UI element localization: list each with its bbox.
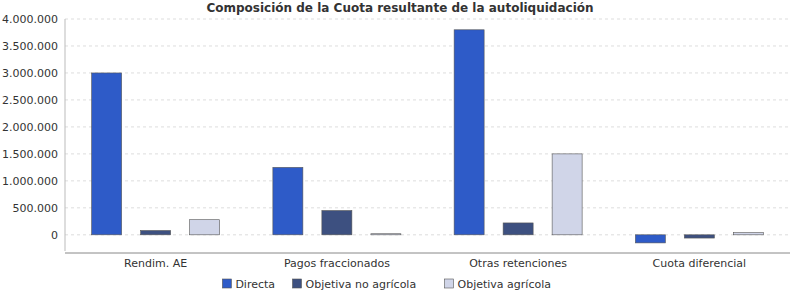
x-axis <box>65 253 790 254</box>
title: Composición de la Cuota resultante de la… <box>206 1 593 15</box>
bar <box>454 30 484 235</box>
bars <box>92 30 764 243</box>
legend: Directa Objetiva no agrícola Objetiva agrí… <box>222 278 551 291</box>
y-tick-label: 1.500.000 <box>2 148 58 161</box>
y-tick-label: 3.000.000 <box>2 67 58 80</box>
grid-line <box>65 207 790 208</box>
y-tick-label: 0 <box>51 229 58 242</box>
legend-swatch <box>222 279 231 288</box>
y-tick-label: 4.000.000 <box>2 13 58 26</box>
grid-line <box>65 180 790 181</box>
bar <box>322 211 352 235</box>
bar <box>92 73 122 235</box>
y-axis <box>65 19 66 251</box>
bar <box>190 220 220 235</box>
legend-swatch <box>445 279 454 288</box>
grid-line <box>65 126 790 127</box>
y-tick-label: 2.000.000 <box>2 121 58 134</box>
bar <box>552 154 582 235</box>
x-tick-label: Cuota diferencial <box>653 257 747 270</box>
legend-swatch <box>293 279 302 288</box>
bar <box>635 235 665 243</box>
legend-label: Objetiva agrícola <box>458 278 551 291</box>
bar <box>371 234 401 235</box>
bar <box>684 235 714 238</box>
grid-line <box>65 45 790 46</box>
bar <box>141 230 171 234</box>
chart: Composición de la Cuota resultante de la… <box>0 0 800 300</box>
y-tick-label: 1.000.000 <box>2 175 58 188</box>
bar <box>733 233 763 235</box>
grid-line <box>65 19 790 20</box>
grid-line <box>65 72 790 73</box>
legend-label: Directa <box>235 278 275 291</box>
grid-line <box>65 234 790 235</box>
x-tick-label: Rendim. AE <box>124 257 187 270</box>
bar <box>273 167 303 234</box>
y-tick-label: 3.500.000 <box>2 40 58 53</box>
y-tick-label: 500.000 <box>13 202 59 215</box>
grid-line <box>65 153 790 154</box>
grid-line <box>65 99 790 100</box>
bar <box>503 223 533 235</box>
y-tick-label: 2.500.000 <box>2 94 58 107</box>
x-tick-label: Pagos fraccionados <box>284 257 390 270</box>
x-tick-label: Otras retenciones <box>469 257 567 270</box>
legend-label: Objetiva no agrícola <box>306 278 417 291</box>
